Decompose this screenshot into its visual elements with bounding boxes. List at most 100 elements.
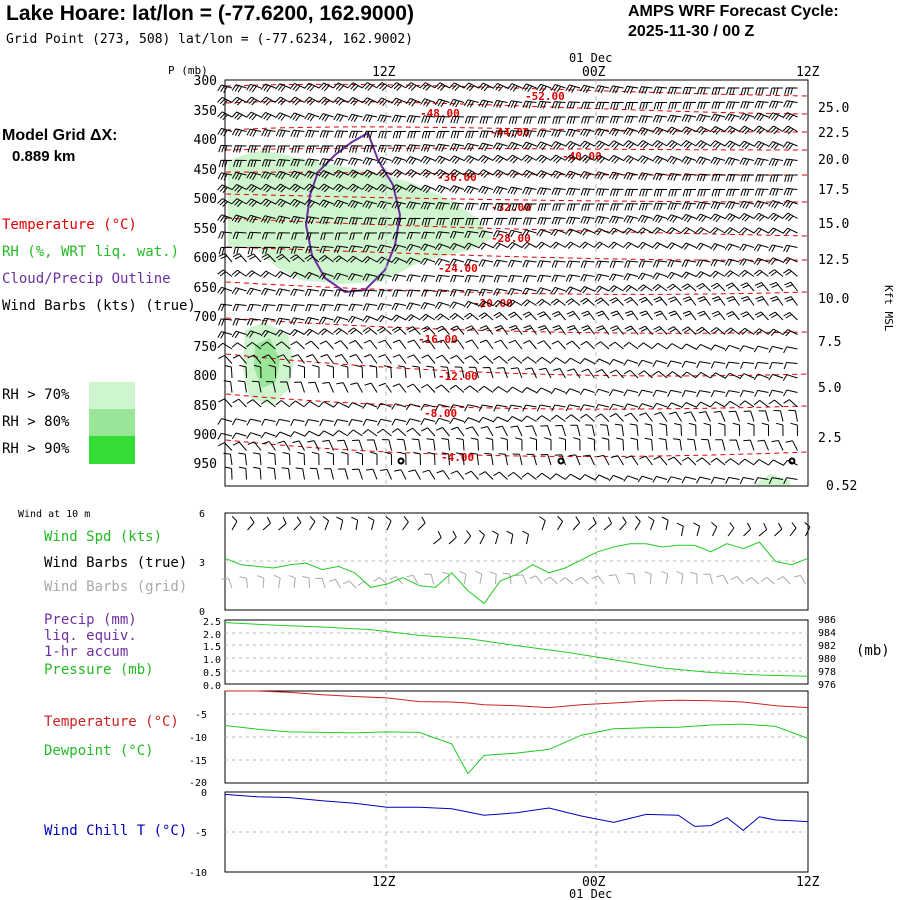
- wind-barb: [726, 296, 740, 306]
- pressure-label: Pressure (mb): [44, 662, 154, 678]
- wind-barb: [333, 169, 349, 179]
- wind-barb: [507, 169, 523, 179]
- wind-barb: [434, 417, 450, 425]
- wind-barb: [536, 356, 552, 364]
- wind-barb: [348, 245, 363, 253]
- wind-barb: [435, 384, 450, 393]
- wind-barb: [363, 339, 378, 350]
- wind-barb: [594, 474, 610, 481]
- wind-barb: [595, 325, 610, 335]
- wind-barb: [537, 325, 552, 335]
- wind-barb: [405, 169, 421, 178]
- wind-barb: [326, 451, 334, 466]
- wind-barb: [377, 326, 392, 335]
- wind-barb: [262, 516, 271, 531]
- wind-barb: [666, 271, 682, 280]
- wind-barb: [465, 325, 479, 335]
- wind-barb: [456, 452, 465, 466]
- wind-barb: [318, 328, 334, 336]
- wind-barb: [507, 154, 523, 164]
- wind-barb: [638, 260, 653, 268]
- wind-barb: [724, 270, 740, 278]
- precip-tick: 2.5: [203, 617, 221, 628]
- wind-barb: [378, 130, 392, 139]
- wind-barb: [508, 116, 522, 124]
- wind-barb: [579, 358, 595, 365]
- wind-barb: [507, 404, 523, 412]
- wind-barb: [693, 522, 701, 537]
- wind-barb: [267, 452, 276, 466]
- wind-barb: [221, 578, 233, 589]
- wind-barb: [739, 140, 755, 150]
- wind-barb: [406, 274, 421, 282]
- wind-barb: [253, 364, 262, 379]
- legend-rh70-swatch: [89, 382, 135, 409]
- wind-barb: [536, 298, 552, 306]
- wind-barb: [623, 403, 639, 411]
- wind-barb: [695, 227, 711, 235]
- wind-barb: [536, 187, 552, 196]
- wind-barb: [420, 418, 436, 425]
- h-tick: 15.0: [818, 217, 849, 232]
- wind-barb: [769, 296, 784, 306]
- wind-barb: [318, 82, 334, 92]
- wind-barb: [435, 289, 450, 297]
- wind-barb: [551, 404, 566, 412]
- wind-barb: [494, 339, 508, 350]
- wind-barb: [333, 419, 349, 427]
- wind-barb: [405, 257, 421, 265]
- wind-barb: [724, 243, 740, 251]
- wind-barb: [783, 362, 798, 370]
- wind-barb: [724, 458, 740, 466]
- wind-barb: [246, 171, 262, 180]
- wind-barb: [247, 354, 262, 364]
- wind-barb: [522, 404, 537, 412]
- wind-barb: [421, 289, 436, 297]
- wind-barb: [753, 112, 769, 122]
- wind-barb: [362, 244, 378, 253]
- wind-barb: [637, 155, 653, 165]
- wind-barb: [362, 303, 378, 311]
- wind-panel-frame: [224, 512, 809, 611]
- wind-barb: [710, 259, 726, 267]
- wind-barb: [522, 186, 537, 196]
- wind-barb: [450, 218, 464, 226]
- wind-barb: [392, 383, 407, 393]
- wind-barb: [614, 423, 624, 437]
- wind-barb: [609, 273, 624, 282]
- wind-barb: [565, 414, 581, 422]
- wind-barb: [507, 471, 523, 480]
- wind-barb: [668, 189, 682, 197]
- wind-barb: [347, 315, 363, 324]
- p-tick: 700: [194, 310, 217, 325]
- wind-barb: [348, 157, 363, 166]
- wind-barb: [449, 185, 465, 194]
- wind-barb: [494, 217, 508, 226]
- wind-barb: [463, 99, 479, 108]
- wind-barb: [696, 259, 711, 267]
- top-tick-00z: 00Z: [582, 65, 606, 80]
- wind-barb: [420, 201, 436, 210]
- wind-barb: [232, 441, 247, 451]
- wind-barb: [537, 100, 552, 109]
- legend-wind-barbs: Wind Barbs (kts) (true): [2, 298, 196, 314]
- p-tick: 900: [194, 428, 217, 443]
- wind-barb: [247, 303, 262, 312]
- wind-barb: [333, 113, 349, 122]
- wind-barb: [224, 365, 233, 379]
- wind-barb: [383, 365, 392, 379]
- p-tick: 450: [194, 163, 217, 178]
- wind-barb: [724, 327, 740, 335]
- wind-barb: [289, 170, 305, 180]
- wind-barb: [674, 423, 682, 437]
- wind-barb: [768, 373, 784, 381]
- wind-barb: [376, 82, 392, 91]
- wind-barb: [492, 530, 499, 545]
- wind-barb: [493, 275, 508, 283]
- wind-barb: [231, 330, 247, 339]
- wind-barb: [479, 116, 494, 124]
- contour-label-m16: -16.00: [418, 333, 458, 346]
- wind-barb: [507, 416, 523, 422]
- wind-barb: [608, 140, 624, 150]
- wind-barb: [523, 203, 537, 211]
